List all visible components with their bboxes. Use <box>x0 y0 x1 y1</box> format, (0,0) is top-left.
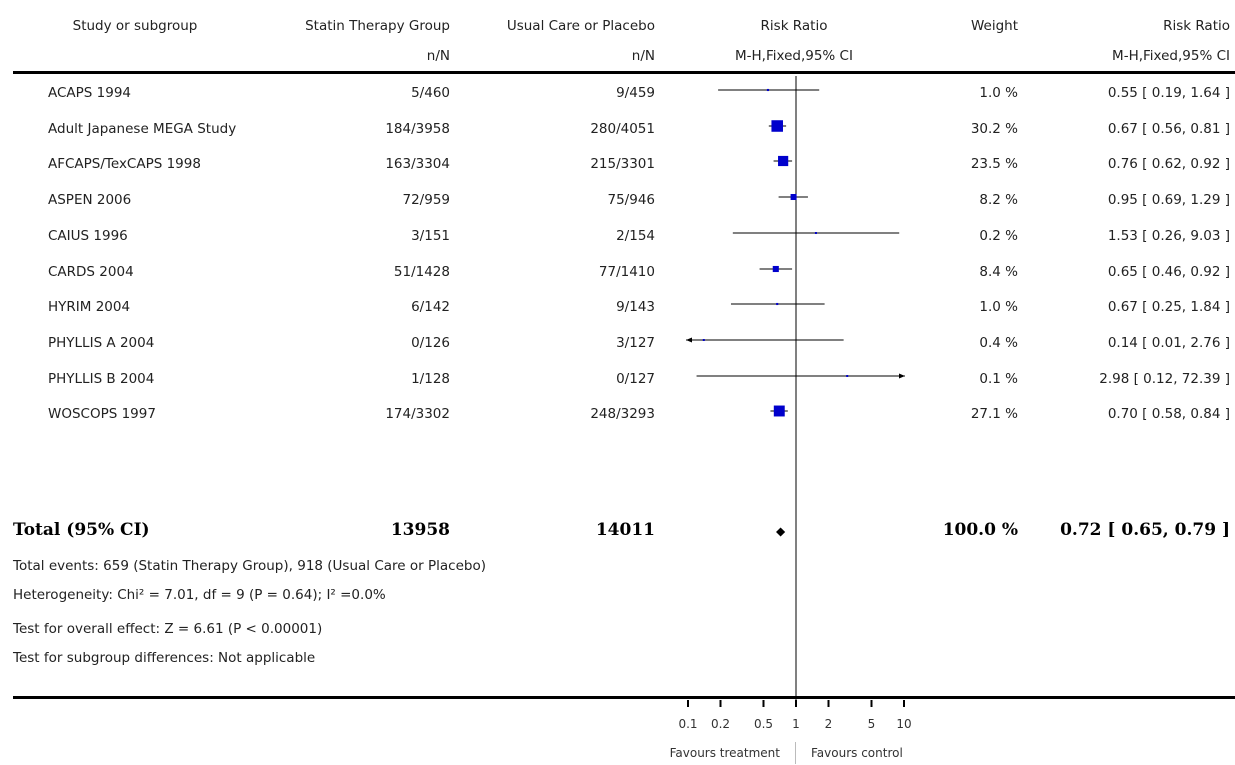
header-control-sub: n/N <box>631 48 655 64</box>
tick-label: 0.5 <box>753 717 774 731</box>
total-control: 14011 <box>595 520 655 540</box>
header-plot: Risk Ratio <box>760 18 828 34</box>
row-treatment-events: 0/126 <box>411 335 450 351</box>
footnote-subgroup: Test for subgroup differences: Not appli… <box>13 650 316 666</box>
ci-arrow-left <box>686 337 692 343</box>
row-risk-ratio: 0.55 [ 0.19, 1.64 ] <box>1107 85 1230 101</box>
favours-treatment-label: Favours treatment <box>669 746 780 760</box>
tick-label: 1 <box>792 717 800 731</box>
row-treatment-events: 6/142 <box>411 299 450 315</box>
row-treatment-events: 184/3958 <box>385 121 450 137</box>
row-study-name: ASPEN 2006 <box>48 192 132 208</box>
total-risk-ratio: 0.72 [ 0.65, 0.79 ] <box>1060 520 1230 540</box>
row-control-events: 77/1410 <box>598 264 655 280</box>
footnote-events: Total events: 659 (Statin Therapy Group)… <box>13 558 486 574</box>
row-risk-ratio: 0.76 [ 0.62, 0.92 ] <box>1107 156 1230 172</box>
row-risk-ratio: 0.67 [ 0.56, 0.81 ] <box>1107 121 1230 137</box>
footnote-overall-effect: Test for overall effect: Z = 6.61 (P < 0… <box>13 621 323 637</box>
row-risk-ratio: 0.65 [ 0.46, 0.92 ] <box>1107 264 1230 280</box>
header-rule <box>13 71 1235 74</box>
row-study-name: WOSCOPS 1997 <box>48 406 156 422</box>
bottom-rule <box>13 696 1235 699</box>
ci-arrow-right <box>899 373 905 379</box>
row-study-name: AFCAPS/TexCAPS 1998 <box>48 156 201 172</box>
row-treatment-events: 174/3302 <box>385 406 450 422</box>
tick-label: 0.1 <box>678 717 698 731</box>
row-weight: 23.5 % <box>970 156 1018 172</box>
tick-label: 10 <box>896 717 912 731</box>
row-weight: 0.2 % <box>979 228 1018 244</box>
header-risk-ratio-sub: M-H,Fixed,95% CI <box>1112 48 1230 64</box>
row-study-name: PHYLLIS B 2004 <box>48 371 155 387</box>
row-treatment-events: 5/460 <box>411 85 450 101</box>
favours-control-label: Favours control <box>811 746 903 760</box>
row-control-events: 248/3293 <box>590 406 655 422</box>
row-risk-ratio: 0.95 [ 0.69, 1.29 ] <box>1107 192 1230 208</box>
row-study-name: HYRIM 2004 <box>48 299 131 315</box>
row-risk-ratio: 0.67 [ 0.25, 1.84 ] <box>1107 299 1230 315</box>
row-treatment-events: 163/3304 <box>385 156 450 172</box>
row-study-name: Adult Japanese MEGA Study <box>48 121 237 137</box>
row-control-events: 0/127 <box>616 371 655 387</box>
row-study-name: CARDS 2004 <box>48 264 134 280</box>
row-study-name: CAIUS 1996 <box>48 228 128 244</box>
header-study: Study or subgroup <box>72 18 198 34</box>
row-control-events: 2/154 <box>616 228 655 244</box>
pooled-diamond <box>776 527 786 537</box>
study-marker <box>790 193 797 201</box>
row-risk-ratio: 2.98 [ 0.12, 72.39 ] <box>1099 371 1230 387</box>
study-marker <box>766 88 770 92</box>
tick-label: 0.2 <box>710 717 731 731</box>
total-treatment: 13958 <box>390 520 450 540</box>
row-weight: 1.0 % <box>979 299 1018 315</box>
row-weight: 8.4 % <box>979 264 1018 280</box>
study-marker <box>702 339 705 341</box>
study-marker <box>778 155 789 167</box>
row-weight: 30.2 % <box>970 121 1018 137</box>
row-study-name: ACAPS 1994 <box>48 85 132 101</box>
total-weight: 100.0 % <box>942 520 1018 540</box>
row-treatment-events: 72/959 <box>402 192 451 208</box>
study-marker <box>814 232 817 234</box>
study-marker <box>846 375 849 377</box>
study-marker <box>773 405 785 417</box>
row-weight: 0.1 % <box>979 371 1018 387</box>
header-weight: Weight <box>970 18 1018 34</box>
tick-label: 5 <box>867 717 876 731</box>
study-marker <box>771 120 783 132</box>
total-label: Total (95% CI) <box>13 520 150 540</box>
footnote-heterogeneity: Heterogeneity: Chi² = 7.01, df = 9 (P = … <box>13 587 386 603</box>
favours-separator <box>795 742 796 764</box>
header-treatment-sub: n/N <box>426 48 450 64</box>
row-weight: 1.0 % <box>979 85 1018 101</box>
row-control-events: 75/946 <box>607 192 656 208</box>
row-control-events: 3/127 <box>616 335 655 351</box>
row-treatment-events: 3/151 <box>411 228 450 244</box>
row-control-events: 9/143 <box>616 299 655 315</box>
row-weight: 0.4 % <box>979 335 1018 351</box>
row-control-events: 9/459 <box>616 85 655 101</box>
study-marker <box>776 302 779 306</box>
row-study-name: PHYLLIS A 2004 <box>48 335 155 351</box>
study-marker <box>772 265 779 273</box>
row-control-events: 215/3301 <box>590 156 655 172</box>
header-plot-sub: M-H,Fixed,95% CI <box>735 48 853 64</box>
row-risk-ratio: 0.70 [ 0.58, 0.84 ] <box>1107 406 1230 422</box>
tick-label: 2 <box>824 717 833 731</box>
row-risk-ratio: 1.53 [ 0.26, 9.03 ] <box>1107 228 1230 244</box>
row-treatment-events: 51/1428 <box>393 264 450 280</box>
header-control: Usual Care or Placebo <box>506 18 655 34</box>
header-risk-ratio: Risk Ratio <box>1163 18 1230 34</box>
row-risk-ratio: 0.14 [ 0.01, 2.76 ] <box>1107 335 1230 351</box>
row-control-events: 280/4051 <box>590 121 655 137</box>
row-weight: 8.2 % <box>979 192 1018 208</box>
row-treatment-events: 1/128 <box>411 371 450 387</box>
header-treatment: Statin Therapy Group <box>305 18 450 34</box>
row-weight: 27.1 % <box>970 406 1018 422</box>
